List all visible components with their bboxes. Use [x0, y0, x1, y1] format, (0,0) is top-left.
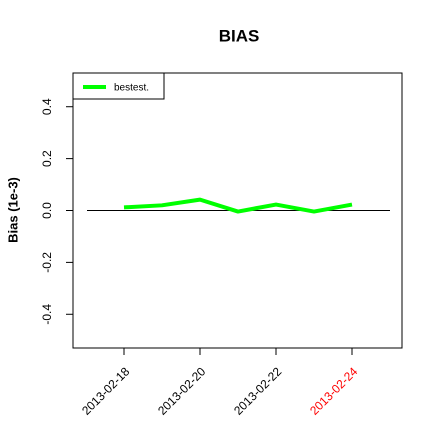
- y-tick-label: -0.4: [40, 304, 54, 325]
- x-tick-label: 2013-02-22: [231, 364, 285, 418]
- y-tick-label: -0.2: [40, 252, 54, 273]
- y-tick-label: 0.4: [40, 98, 54, 115]
- legend-label: bestest.: [114, 83, 149, 94]
- series-line: [123, 197, 353, 214]
- y-tick-label: 0.0: [40, 202, 54, 219]
- x-tick-label: 2013-02-24: [307, 364, 361, 418]
- y-axis-label: Bias (1e-3): [5, 177, 20, 243]
- x-tick-label: 2013-02-18: [79, 364, 133, 418]
- y-tick-label: 0.2: [40, 150, 54, 167]
- chart-title: BIAS: [219, 26, 260, 45]
- x-tick-label: 2013-02-20: [155, 364, 209, 418]
